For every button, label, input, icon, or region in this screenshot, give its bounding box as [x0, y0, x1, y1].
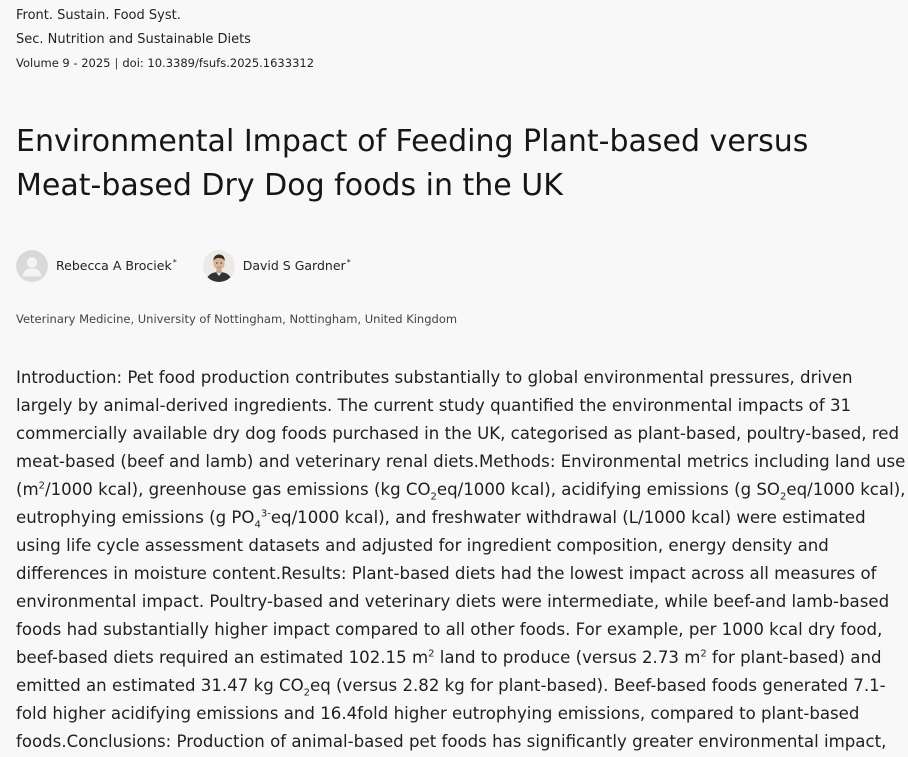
abstract-segment: for plant-based) and emitted an estimate…	[16, 648, 882, 695]
subscript: 2	[303, 687, 311, 699]
author-name-text: Rebecca A Brociek	[56, 258, 172, 274]
volume-label: Volume 9 - 2025	[16, 56, 111, 70]
separator: |	[114, 56, 119, 70]
author-item[interactable]: David S Gardner*	[202, 250, 351, 282]
abstract-segment: eq/1000 kcal), eutrophying emissions (g …	[16, 480, 906, 527]
abstract-text: Introduction: Pet food production contri…	[16, 364, 906, 756]
superscript: 2	[700, 648, 707, 660]
subscript: 2	[430, 491, 437, 503]
author-item[interactable]: Rebecca A Brociek*	[16, 250, 177, 282]
abstract-segment: eq/1000 kcal), acidifying emissions (g S…	[436, 480, 780, 499]
placeholder-avatar-icon	[16, 250, 48, 282]
abstract-segment: land to produce (versus 2.73 m	[434, 648, 701, 667]
doi-link[interactable]: doi: 10.3389/fsufs.2025.1633312	[122, 56, 315, 70]
abstract-segment: Introduction: Pet food production contri…	[16, 368, 906, 499]
volume-doi-line: Volume 9 - 2025 | doi: 10.3389/fsufs.2025.…	[16, 56, 314, 70]
journal-section[interactable]: Sec. Nutrition and Sustainable Diets	[16, 32, 251, 47]
abstract-segment: eq/1000 kcal), and freshwater withdrawal…	[16, 508, 890, 667]
author-name: Rebecca A Brociek*	[56, 258, 177, 273]
subscript: 2	[779, 491, 787, 503]
corresponding-marker: *	[346, 258, 351, 268]
author-list: Rebecca A Brociek* David S Gardner*	[16, 249, 377, 283]
author-photo	[202, 250, 235, 282]
abstract-segment: eq (versus 2.82 kg for plant-based). Bee…	[16, 676, 887, 751]
journal-name[interactable]: Front. Sustain. Food Syst.	[16, 8, 181, 23]
author-name: David S Gardner*	[243, 258, 351, 273]
superscript: 2	[38, 480, 46, 492]
subscript: 4	[254, 519, 261, 531]
superscript: 3-	[260, 508, 271, 520]
superscript: 2	[428, 648, 435, 660]
abstract-segment: /1000 kcal), greenhouse gas emissions (k…	[45, 480, 431, 499]
author-affiliation: Veterinary Medicine, University of Notti…	[16, 312, 458, 326]
article-title: Environmental Impact of Feeding Plant-ba…	[16, 124, 809, 203]
author-name-text: David S Gardner	[242, 258, 346, 274]
corresponding-marker: *	[172, 258, 177, 268]
